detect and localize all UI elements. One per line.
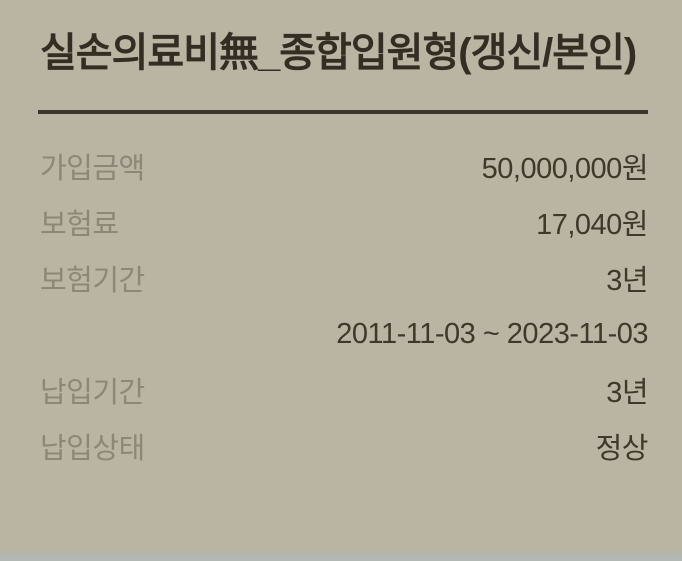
detail-row-value: 2011-11-03 ~ 2023-11-03 [336, 317, 648, 350]
detail-row-label: 가입금액 [40, 153, 145, 185]
detail-row-value: 3년 [606, 377, 648, 409]
policy-detail-list: 가입금액 50,000,000원 보험료 17,040원 보험기간 3년 201… [40, 138, 649, 474]
detail-row-payment-status: 납입상태 정상 [40, 418, 649, 474]
detail-row-label: 납입상태 [40, 433, 145, 465]
title-divider [38, 110, 648, 114]
detail-row-value: 정상 [595, 433, 649, 465]
detail-row-label: 보험료 [40, 209, 119, 241]
detail-row-value: 50,000,000원 [481, 153, 649, 185]
detail-row-label: 보험기간 [40, 265, 145, 297]
detail-row-value: 3년 [606, 265, 648, 297]
detail-row-subscription-amount: 가입금액 50,000,000원 [40, 138, 649, 194]
detail-row-label: 납입기간 [40, 377, 145, 409]
detail-row-payment-period: 납입기간 3년 [40, 362, 649, 418]
detail-row-value: 17,040원 [536, 209, 648, 241]
page-title: 실손의료비無_종합입원형(갱신/본인) [40, 31, 637, 75]
detail-row-premium: 보험료 17,040원 [40, 194, 649, 250]
policy-detail-card: 실손의료비無_종합입원형(갱신/본인) 가입금액 50,000,000원 보험료… [38, 31, 649, 474]
detail-row-insurance-date-range: 2011-11-03 ~ 2023-11-03 [40, 306, 648, 362]
detail-row-insurance-period: 보험기간 3년 [40, 250, 649, 306]
next-section-edge [0, 547, 682, 561]
